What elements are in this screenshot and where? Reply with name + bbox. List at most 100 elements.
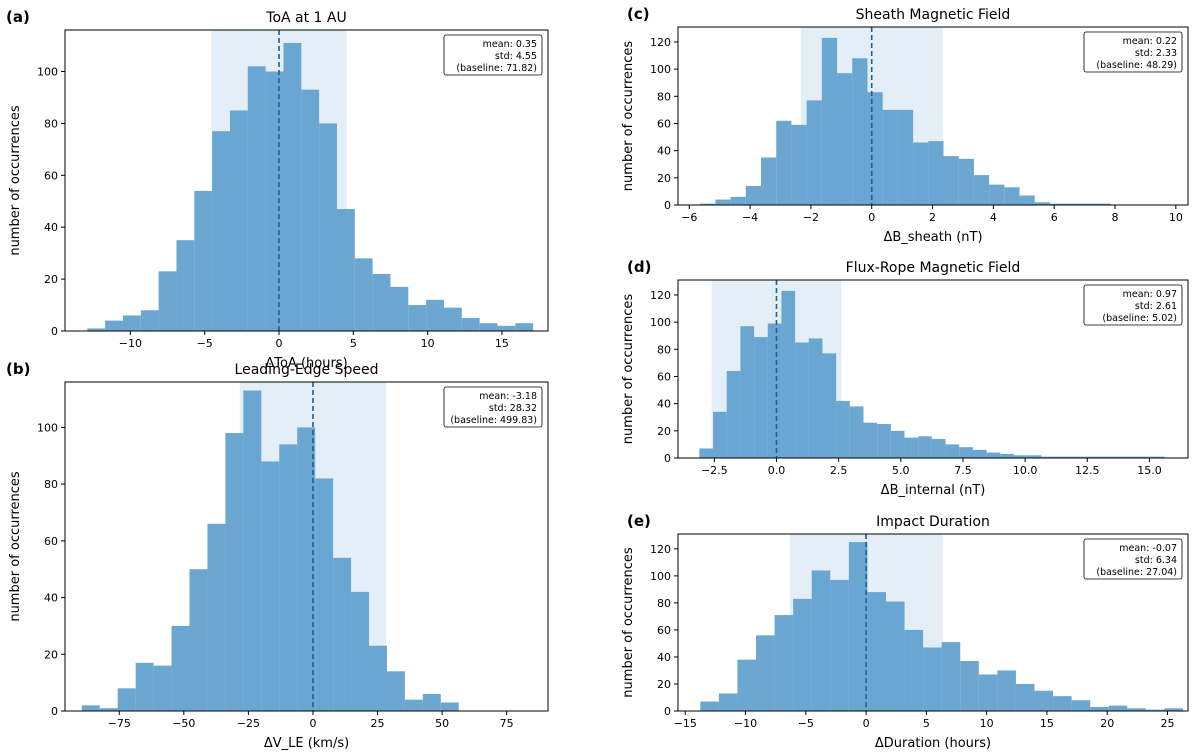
histogram-bar	[1095, 456, 1110, 458]
stats-line: mean: -3.18	[479, 391, 537, 402]
chart-title: ToA at 1 AU	[265, 10, 346, 26]
histogram-bar	[140, 310, 159, 331]
histogram-bar	[730, 196, 746, 205]
axes-frame	[64, 29, 549, 332]
x-tick-label: 10	[980, 717, 994, 730]
stats-line: mean: -0.07	[1119, 543, 1177, 554]
stats-line: (baseline: 5.02)	[1102, 313, 1177, 324]
histogram-bar	[301, 89, 320, 332]
histogram-bar	[1090, 706, 1109, 711]
histogram-bar	[1095, 203, 1111, 205]
histogram-bar	[1123, 456, 1138, 458]
histogram-bar	[943, 156, 959, 205]
x-tick-label: 0	[276, 337, 283, 350]
histogram-bar	[1137, 456, 1151, 458]
stats-line: mean: 0.35	[483, 39, 537, 50]
y-tick-label: 60	[44, 169, 58, 182]
histogram-bar	[207, 523, 226, 711]
histogram-bar	[497, 325, 516, 331]
histogram-bar	[1041, 456, 1055, 458]
stats-line: (baseline: 71.82)	[456, 63, 537, 74]
y-tick-label: 40	[657, 145, 671, 158]
x-tick-label: 50	[435, 717, 449, 730]
stats-line: (baseline: 27.04)	[1096, 567, 1177, 578]
y-tick-label: 120	[650, 289, 671, 302]
histogram-bar	[229, 110, 248, 331]
x-tick-label: 5	[923, 717, 930, 730]
x-tick-label: −5	[197, 337, 213, 350]
histogram-bar	[867, 92, 883, 205]
stats-box	[443, 34, 543, 76]
y-axis-label: number of occurrences	[621, 41, 636, 192]
y-tick-label: 20	[44, 273, 58, 286]
histogram-bar	[885, 601, 905, 711]
x-tick-label: −10	[734, 717, 757, 730]
histogram-bar	[99, 708, 118, 711]
x-tick-label: −75	[108, 717, 131, 730]
y-tick-label: 0	[51, 705, 58, 718]
stats-box	[1083, 284, 1183, 326]
histogram-bar	[1053, 696, 1072, 711]
x-tick-label: 15.0	[1137, 464, 1162, 477]
histogram-bar	[261, 461, 280, 711]
histogram-bar	[837, 73, 853, 205]
histogram-bar	[135, 662, 154, 711]
histogram-bar	[890, 430, 905, 458]
histogram-bar	[372, 273, 391, 331]
histogram-bar	[973, 175, 990, 205]
y-axis-label: number of occurrences	[621, 547, 636, 698]
x-tick-label: 2.5	[830, 464, 848, 477]
histogram-bar	[336, 209, 355, 331]
histogram-bar	[897, 109, 914, 205]
y-axis-label: number of occurrences	[8, 471, 23, 622]
x-tick-label: −50	[172, 717, 195, 730]
histogram-bar	[440, 702, 459, 711]
panel-label: (c)	[627, 5, 650, 23]
histogram-bar	[745, 185, 762, 205]
histogram-bar	[848, 542, 868, 711]
x-tick-label: 5	[350, 337, 357, 350]
histogram-bar	[699, 448, 714, 458]
histogram-bar	[776, 120, 792, 205]
y-tick-label: 20	[44, 648, 58, 661]
histogram-bar	[904, 629, 924, 711]
histogram-bar	[189, 569, 208, 711]
x-tick-label: −15	[674, 717, 697, 730]
histogram-bar	[225, 433, 244, 711]
y-tick-label: 40	[657, 651, 671, 664]
histogram-bar	[279, 444, 298, 711]
histogram-bar	[1071, 700, 1091, 711]
axes-frame	[64, 381, 549, 712]
histogram-bar	[171, 625, 190, 711]
y-tick-label: 20	[657, 678, 671, 691]
histogram-bar	[1080, 203, 1096, 205]
histogram-bar	[726, 371, 741, 458]
stats-line: mean: 0.22	[1123, 36, 1177, 47]
histogram-bar	[740, 326, 755, 458]
histogram-bar	[781, 290, 796, 458]
histogram-bar	[390, 286, 409, 331]
x-axis-label: ΔB_sheath (nT)	[883, 230, 982, 245]
x-tick-label: 75	[500, 717, 514, 730]
histogram-bar	[852, 58, 868, 205]
histogram-bar	[913, 142, 929, 205]
chart-title: Flux-Rope Magnetic Field	[846, 260, 1021, 276]
x-tick-label: 10	[1169, 211, 1183, 224]
y-tick-label: 100	[37, 421, 58, 434]
histogram-bar	[1054, 456, 1069, 458]
histogram-bar	[882, 109, 898, 205]
x-tick-label: 10	[421, 337, 435, 350]
histogram-bar	[404, 699, 423, 711]
histogram-bar	[959, 447, 973, 458]
y-tick-label: 80	[44, 478, 58, 491]
y-tick-label: 0	[664, 705, 671, 718]
y-tick-label: 0	[664, 452, 671, 465]
histogram-bar	[700, 701, 719, 711]
x-tick-label: 6	[1051, 211, 1058, 224]
histogram-bar	[795, 342, 809, 458]
histogram-bar	[923, 647, 942, 711]
histogram-bar	[1150, 456, 1165, 458]
x-tick-label: −10	[119, 337, 142, 350]
x-tick-label: 15	[1040, 717, 1054, 730]
histogram-bar	[315, 478, 334, 711]
